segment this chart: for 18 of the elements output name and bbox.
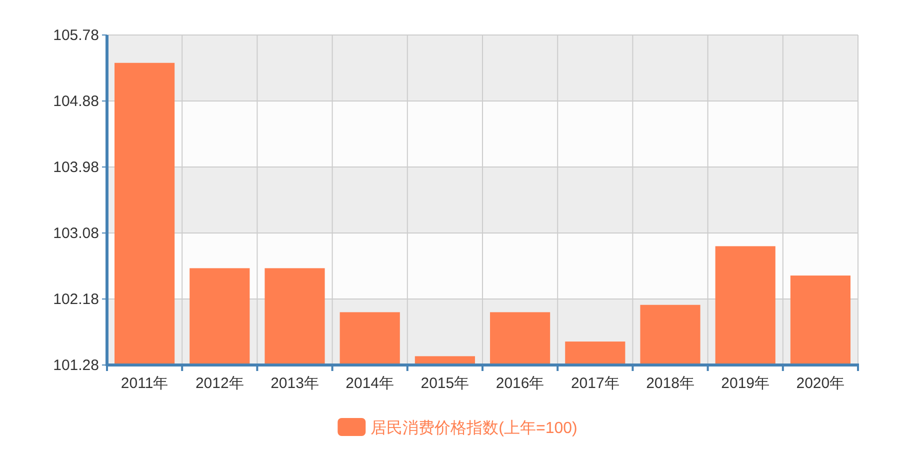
y-tick-label: 101.28 bbox=[53, 357, 99, 374]
y-tick-label: 104.88 bbox=[53, 93, 99, 110]
legend: 居民消费价格指数(上年=100) bbox=[338, 418, 578, 437]
y-tick-label: 102.18 bbox=[53, 291, 99, 308]
y-tick-label: 103.98 bbox=[53, 159, 99, 176]
x-tick-label: 2016年 bbox=[496, 375, 544, 392]
legend-label: 居民消费价格指数(上年=100) bbox=[370, 419, 578, 437]
x-tick-label: 2015年 bbox=[420, 375, 470, 392]
x-tick-label: 2013年 bbox=[270, 375, 319, 392]
y-tick-label: 103.08 bbox=[53, 225, 99, 242]
x-tick-label: 2011年 bbox=[120, 375, 168, 392]
y-tick-label: 105.78 bbox=[53, 27, 99, 44]
x-tick-label: 2017年 bbox=[570, 375, 620, 392]
x-tick-label: 2018年 bbox=[646, 375, 694, 392]
x-tick-label: 2014年 bbox=[346, 375, 394, 392]
x-tick-label: 2020年 bbox=[796, 375, 845, 392]
x-tick-label: 2019年 bbox=[721, 375, 770, 392]
x-tick-label: 2012年 bbox=[195, 375, 244, 392]
